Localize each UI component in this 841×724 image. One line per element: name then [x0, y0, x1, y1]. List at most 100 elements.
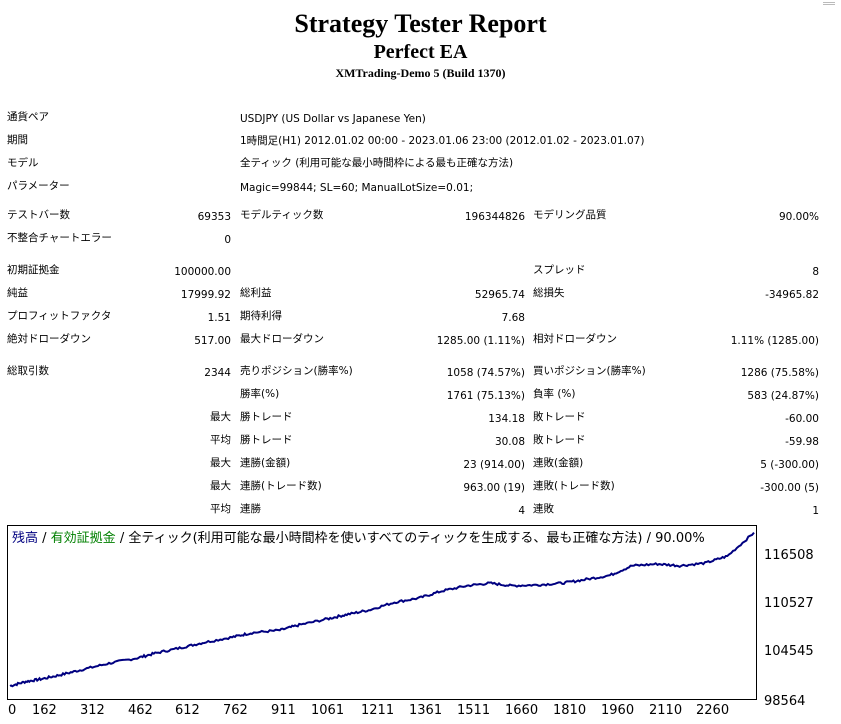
short-positions-value: 1058 (74.57%) — [446, 367, 525, 379]
quality-label: モデリング品質 — [533, 209, 607, 221]
balance-line — [9, 531, 755, 688]
max-cons-amount-prefix: 最大 — [210, 457, 231, 469]
cons-profit-label: 連勝(トレード数) — [240, 480, 322, 492]
largest-prefix: 最大 — [210, 411, 231, 423]
report-title: Strategy Tester Report — [294, 9, 547, 38]
x-tick-label: 2110 — [649, 703, 683, 718]
long-positions-label: 買いポジション(勝率%) — [533, 365, 646, 377]
x-tick-label: 312 — [80, 703, 105, 718]
x-tick-label: 1660 — [505, 703, 539, 718]
gross-profit-label: 総利益 — [240, 287, 272, 299]
gross-loss-value: -34965.82 — [765, 289, 819, 301]
balance-chart: 残高 / 有効証拠金 / 全ティック(利用可能な最小時間枠を使いすべてのティック… — [7, 525, 757, 700]
symbol-value: USDJPY (US Dollar vs Japanese Yen) — [240, 113, 426, 125]
legend-separator: / — [38, 531, 51, 546]
rel-drawdown-label: 相対ドローダウン — [533, 333, 617, 345]
bars-label: テストバー数 — [7, 209, 70, 221]
cons-wins-amount-label: 連勝(金額) — [240, 457, 291, 469]
gross-profit-value: 52965.74 — [474, 289, 525, 301]
max-drawdown-label: 最大ドローダウン — [240, 333, 324, 345]
legend-equity: 有効証拠金 — [50, 531, 116, 546]
profit-factor-value: 1.51 — [207, 312, 231, 324]
x-tick-label: 2260 — [696, 703, 730, 718]
x-tick-label: 1960 — [601, 703, 635, 718]
avg-cons-losses-label: 連敗 — [533, 503, 554, 515]
spread-value: 8 — [812, 266, 819, 278]
legend-balance: 残高 — [12, 531, 39, 546]
largest-win-label: 勝トレード — [240, 411, 293, 423]
y-tick-label: 98564 — [764, 694, 806, 709]
avg-cons-wins-label: 連勝 — [240, 503, 261, 515]
chart-legend: 残高 / 有効証拠金 / 全ティック(利用可能な最小時間枠を使いすべてのティック… — [12, 531, 705, 547]
abs-drawdown-value: 517.00 — [194, 335, 231, 347]
deposit-value: 100000.00 — [174, 266, 231, 278]
cons-losses-amount-label: 連敗(金額) — [533, 457, 584, 469]
ea-name: Perfect EA — [373, 41, 468, 63]
win-rate-value: 1761 (75.13%) — [446, 390, 525, 402]
cons-wins-amount-value: 23 (914.00) — [463, 459, 525, 471]
x-tick-label: 0 — [8, 703, 17, 718]
average-prefix: 平均 — [210, 434, 231, 446]
max-cons-count-prefix: 最大 — [210, 480, 231, 492]
params-value: Magic=99844; SL=60; ManualLotSize=0.01; — [240, 182, 474, 194]
largest-win-value: 134.18 — [488, 413, 525, 425]
cons-losses-amount-value: 5 (-300.00) — [760, 459, 819, 471]
x-tick-label: 1511 — [457, 703, 491, 718]
net-value: 17999.92 — [180, 289, 231, 301]
loss-rate-value: 583 (24.87%) — [747, 390, 819, 402]
x-tick-label: 762 — [223, 703, 248, 718]
x-tick-label: 1810 — [553, 703, 587, 718]
model-label: モデル — [7, 157, 39, 169]
y-tick-label: 104545 — [764, 644, 814, 659]
largest-loss-value: -60.00 — [785, 413, 819, 425]
x-tick-label: 462 — [128, 703, 153, 718]
avg-cons-wins-value: 4 — [518, 505, 525, 517]
long-positions-value: 1286 (75.58%) — [740, 367, 819, 379]
symbol-label: 通貨ペア — [7, 111, 49, 123]
ticks-value: 196344826 — [464, 211, 525, 223]
loss-rate-label: 負率 (%) — [533, 388, 576, 400]
expected-payoff-value: 7.68 — [501, 312, 525, 324]
y-tick-label: 116508 — [764, 548, 814, 563]
average-loss-value: -59.98 — [785, 436, 819, 448]
rel-drawdown-value: 1.11% (1285.00) — [730, 335, 819, 347]
avg-cons-prefix: 平均 — [210, 503, 231, 515]
period-value: 1時間足(H1) 2012.01.02 00:00 - 2023.01.06 2… — [240, 135, 645, 147]
total-trades-value: 2344 — [204, 367, 231, 379]
win-rate-label: 勝率(%) — [240, 388, 280, 400]
net-label: 純益 — [7, 287, 28, 299]
period-label: 期間 — [7, 134, 28, 146]
ticks-label: モデルティック数 — [240, 209, 324, 221]
abs-drawdown-label: 絶対ドローダウン — [7, 333, 91, 345]
max-drawdown-value: 1285.00 (1.11%) — [436, 335, 525, 347]
bars-value: 69353 — [197, 211, 231, 223]
x-tick-label: 911 — [271, 703, 296, 718]
balance-chart-plot — [9, 531, 755, 688]
deposit-label: 初期証拠金 — [7, 264, 60, 276]
server-build: XMTrading-Demo 5 (Build 1370) — [335, 66, 506, 80]
legend-separator: / — [115, 531, 129, 546]
mismatch-label: 不整合チャートエラー — [7, 232, 112, 244]
window-corner-mark — [823, 2, 835, 5]
cons-loss-label: 連敗(トレード数) — [533, 480, 615, 492]
short-positions-label: 売りポジション(勝率%) — [240, 365, 353, 377]
average-win-value: 30.08 — [494, 436, 525, 448]
expected-payoff-label: 期待利得 — [240, 310, 282, 322]
gross-loss-label: 総損失 — [533, 287, 565, 299]
cons-loss-value: -300.00 (5) — [760, 482, 819, 494]
avg-cons-losses-value: 1 — [812, 505, 819, 517]
mismatch-value: 0 — [224, 234, 231, 246]
profit-factor-label: プロフィットファクタ — [7, 310, 112, 322]
model-value: 全ティック (利用可能な最小時間枠による最も正確な方法) — [240, 157, 514, 169]
x-tick-label: 1211 — [361, 703, 395, 718]
total-trades-label: 総取引数 — [7, 365, 49, 377]
x-tick-label: 162 — [32, 703, 57, 718]
legend-model-description: 全ティック(利用可能な最小時間枠を使いすべてのティックを生成する、最も正確な方法… — [128, 531, 705, 546]
params-label: パラメーター — [7, 180, 70, 192]
spread-label: スプレッド — [533, 264, 586, 276]
x-tick-label: 1361 — [409, 703, 443, 718]
average-win-label: 勝トレード — [240, 434, 293, 446]
x-tick-label: 612 — [175, 703, 200, 718]
y-tick-label: 110527 — [764, 596, 814, 611]
largest-loss-label: 敗トレード — [533, 411, 586, 423]
